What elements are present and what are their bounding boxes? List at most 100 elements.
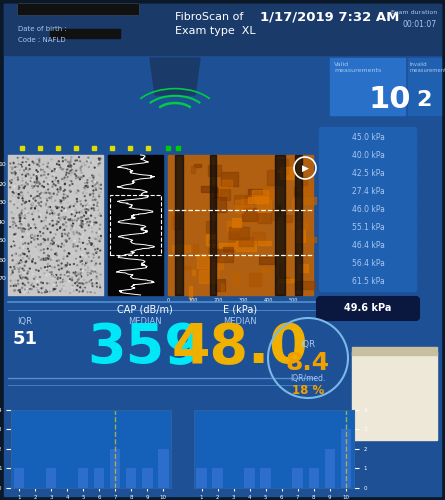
Point xyxy=(53,240,61,248)
Bar xyxy=(193,244,198,254)
Point xyxy=(40,228,47,236)
Point xyxy=(48,280,55,288)
Text: 18 %: 18 % xyxy=(292,384,324,397)
Point xyxy=(96,228,103,236)
Point xyxy=(90,186,97,194)
Point xyxy=(49,286,57,294)
Point xyxy=(87,225,94,233)
Point xyxy=(73,189,80,197)
Point xyxy=(23,198,30,206)
Point xyxy=(50,285,57,293)
Point xyxy=(68,166,75,174)
Bar xyxy=(268,188,284,198)
Text: 45.0 kPa: 45.0 kPa xyxy=(352,133,384,142)
Point xyxy=(55,177,62,185)
Point xyxy=(40,178,48,186)
Point xyxy=(20,178,28,186)
Point xyxy=(81,218,89,226)
Point xyxy=(92,235,99,243)
Point xyxy=(71,236,78,244)
Point xyxy=(83,156,90,164)
Point xyxy=(91,206,98,214)
Point xyxy=(44,206,51,214)
Point xyxy=(73,247,80,255)
Bar xyxy=(275,155,285,295)
Point xyxy=(83,182,90,190)
Point xyxy=(43,288,50,296)
Bar xyxy=(174,216,181,229)
Point xyxy=(28,237,35,245)
Point xyxy=(70,228,77,236)
Point xyxy=(49,217,56,225)
Point xyxy=(93,200,100,208)
Point xyxy=(62,230,69,238)
Point xyxy=(78,245,85,253)
Point xyxy=(77,270,84,278)
Point xyxy=(68,210,75,218)
Point xyxy=(36,273,44,281)
Bar xyxy=(168,155,313,295)
Point xyxy=(54,274,61,281)
Point xyxy=(40,254,47,262)
Point xyxy=(69,228,76,235)
Bar xyxy=(183,266,190,269)
Point xyxy=(49,271,56,279)
Bar xyxy=(232,218,241,227)
Point xyxy=(92,196,99,204)
Point xyxy=(33,166,40,174)
Bar xyxy=(280,167,295,179)
Bar xyxy=(126,468,137,487)
Point xyxy=(50,280,57,288)
Point xyxy=(46,189,53,197)
Point xyxy=(63,238,70,246)
Point xyxy=(50,236,57,244)
Point xyxy=(67,187,74,195)
Point xyxy=(36,211,44,219)
Point xyxy=(67,158,74,166)
Point xyxy=(31,182,38,190)
Point xyxy=(28,285,36,293)
Point xyxy=(51,167,58,175)
Point xyxy=(16,166,24,174)
Point xyxy=(92,263,99,271)
Point xyxy=(42,233,49,241)
Point xyxy=(96,155,103,163)
Point xyxy=(27,285,34,293)
Bar xyxy=(295,230,305,242)
Point xyxy=(38,198,45,206)
Point xyxy=(84,256,91,264)
Point xyxy=(78,223,85,231)
Point xyxy=(35,192,42,200)
Point xyxy=(23,162,30,170)
Point xyxy=(49,209,56,217)
Point xyxy=(42,214,49,222)
Point xyxy=(58,206,65,214)
Point xyxy=(58,230,65,238)
Bar xyxy=(303,237,316,242)
Point xyxy=(82,202,89,209)
Point xyxy=(7,168,14,175)
Point xyxy=(76,288,83,296)
Point xyxy=(67,167,74,175)
Point xyxy=(44,205,51,213)
Point xyxy=(72,248,79,256)
Point xyxy=(92,196,99,204)
Point xyxy=(63,168,70,176)
Point xyxy=(96,181,103,189)
Bar xyxy=(239,237,252,246)
Point xyxy=(20,210,27,218)
Point xyxy=(65,158,72,166)
Point xyxy=(78,163,85,171)
Point xyxy=(18,284,25,292)
Text: Date of birth :: Date of birth : xyxy=(18,26,67,32)
Text: 10: 10 xyxy=(369,86,411,114)
Point xyxy=(73,278,81,286)
Point xyxy=(32,224,39,232)
Point xyxy=(18,258,25,266)
Point xyxy=(31,256,38,264)
Point xyxy=(31,204,38,212)
Point xyxy=(62,287,69,295)
Point xyxy=(45,204,52,212)
Point xyxy=(51,272,58,280)
Point xyxy=(11,168,18,175)
